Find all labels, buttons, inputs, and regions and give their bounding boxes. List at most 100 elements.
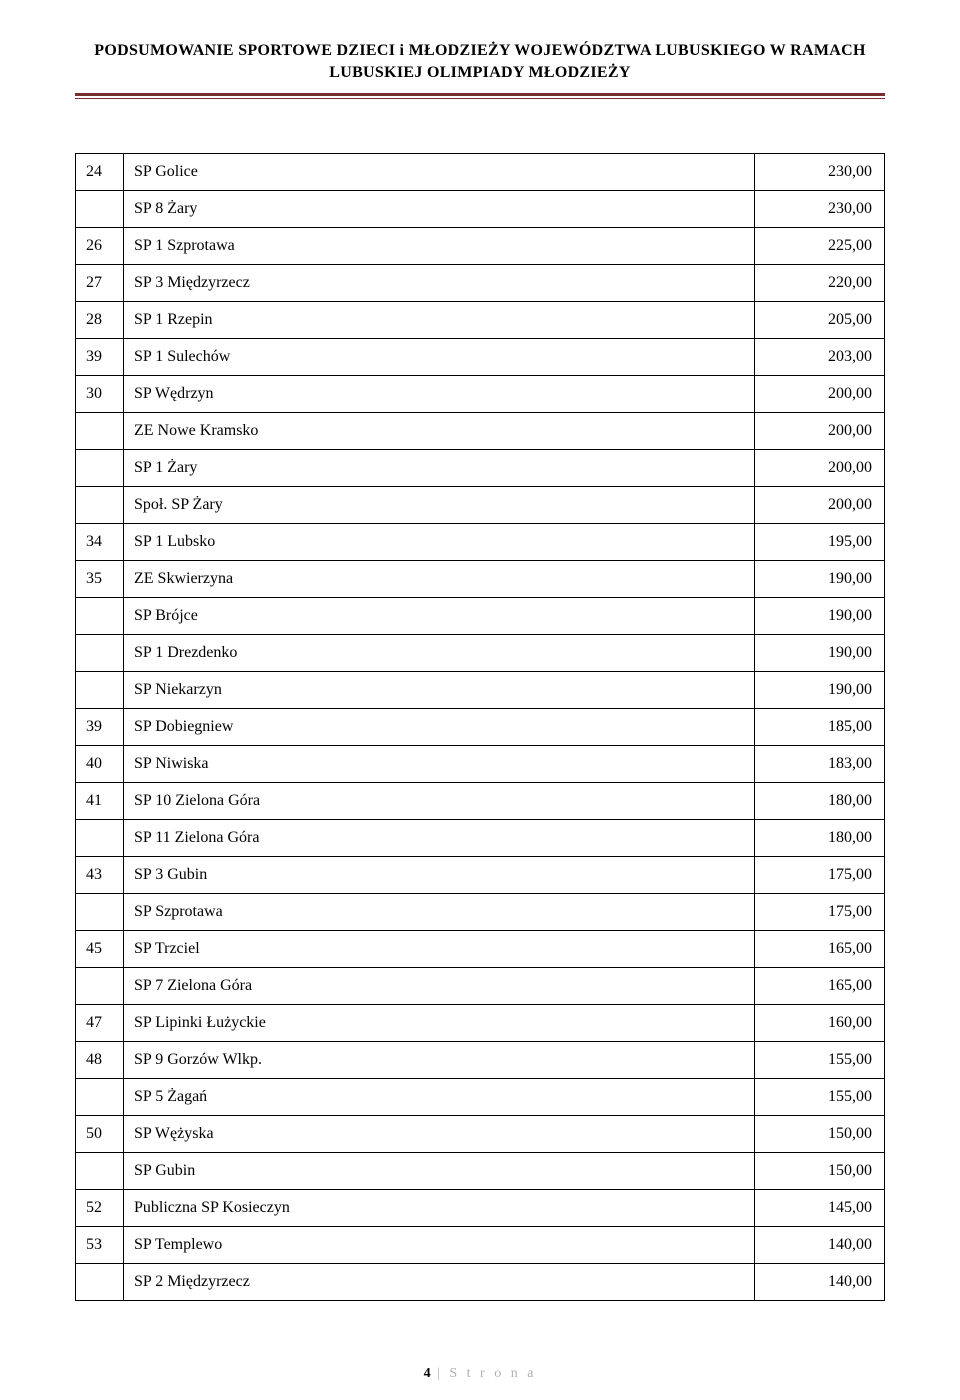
score-cell: 190,00 xyxy=(755,597,885,634)
table-row: SP Brójce190,00 xyxy=(76,597,885,634)
rank-cell: 50 xyxy=(76,1115,124,1152)
rank-cell xyxy=(76,449,124,486)
score-cell: 200,00 xyxy=(755,412,885,449)
rank-cell: 28 xyxy=(76,301,124,338)
name-cell: SP 3 Gubin xyxy=(124,856,755,893)
table-row: 50SP Wężyska150,00 xyxy=(76,1115,885,1152)
rank-cell: 27 xyxy=(76,264,124,301)
name-cell: SP 1 Szprotawa xyxy=(124,227,755,264)
table-row: SP 11 Zielona Góra180,00 xyxy=(76,819,885,856)
score-cell: 190,00 xyxy=(755,671,885,708)
rank-cell: 52 xyxy=(76,1189,124,1226)
name-cell: SP Niekarzyn xyxy=(124,671,755,708)
score-cell: 150,00 xyxy=(755,1115,885,1152)
name-cell: ZE Nowe Kramsko xyxy=(124,412,755,449)
rank-cell: 35 xyxy=(76,560,124,597)
rank-cell: 41 xyxy=(76,782,124,819)
page-separator: | xyxy=(431,1366,450,1381)
score-cell: 180,00 xyxy=(755,782,885,819)
name-cell: SP 1 Rzepin xyxy=(124,301,755,338)
score-cell: 230,00 xyxy=(755,190,885,227)
table-row: 24SP Golice230,00 xyxy=(76,153,885,190)
score-cell: 160,00 xyxy=(755,1004,885,1041)
table-row: SP 8 Żary230,00 xyxy=(76,190,885,227)
name-cell: SP Wędrzyn xyxy=(124,375,755,412)
table-row: 34SP 1 Lubsko195,00 xyxy=(76,523,885,560)
table-row: 39SP Dobiegniew185,00 xyxy=(76,708,885,745)
rank-cell: 47 xyxy=(76,1004,124,1041)
table-row: 35ZE Skwierzyna190,00 xyxy=(76,560,885,597)
score-cell: 200,00 xyxy=(755,486,885,523)
name-cell: Społ. SP Żary xyxy=(124,486,755,523)
rank-cell: 48 xyxy=(76,1041,124,1078)
name-cell: SP Niwiska xyxy=(124,745,755,782)
name-cell: SP Gubin xyxy=(124,1152,755,1189)
table-row: SP Gubin150,00 xyxy=(76,1152,885,1189)
header-line-2: LUBUSKIEJ OLIMPIADY MŁODZIEŻY xyxy=(75,62,885,84)
table-row: 39SP 1 Sulechów203,00 xyxy=(76,338,885,375)
rank-cell: 30 xyxy=(76,375,124,412)
name-cell: SP Dobiegniew xyxy=(124,708,755,745)
name-cell: SP 10 Zielona Góra xyxy=(124,782,755,819)
rank-cell: 43 xyxy=(76,856,124,893)
name-cell: SP 8 Żary xyxy=(124,190,755,227)
score-cell: 145,00 xyxy=(755,1189,885,1226)
rank-cell xyxy=(76,671,124,708)
table-row: SP 1 Żary200,00 xyxy=(76,449,885,486)
name-cell: SP Brójce xyxy=(124,597,755,634)
name-cell: SP 9 Gorzów Wlkp. xyxy=(124,1041,755,1078)
table-row: 41SP 10 Zielona Góra180,00 xyxy=(76,782,885,819)
rank-cell: 24 xyxy=(76,153,124,190)
rank-cell xyxy=(76,1263,124,1300)
score-cell: 200,00 xyxy=(755,449,885,486)
name-cell: Publiczna SP Kosieczyn xyxy=(124,1189,755,1226)
results-table-container: 24SP Golice230,00SP 8 Żary230,0026SP 1 S… xyxy=(75,153,885,1301)
table-row: Społ. SP Żary200,00 xyxy=(76,486,885,523)
table-row: 48SP 9 Gorzów Wlkp.155,00 xyxy=(76,1041,885,1078)
page-number: 4 xyxy=(424,1366,431,1381)
name-cell: SP 1 Drezdenko xyxy=(124,634,755,671)
results-table: 24SP Golice230,00SP 8 Żary230,0026SP 1 S… xyxy=(75,153,885,1301)
table-row: SP 1 Drezdenko190,00 xyxy=(76,634,885,671)
rank-cell xyxy=(76,634,124,671)
name-cell: SP 1 Lubsko xyxy=(124,523,755,560)
score-cell: 140,00 xyxy=(755,1226,885,1263)
table-row: 52Publiczna SP Kosieczyn145,00 xyxy=(76,1189,885,1226)
name-cell: ZE Skwierzyna xyxy=(124,560,755,597)
doc-header: PODSUMOWANIE SPORTOWE DZIECI i MŁODZIEŻY… xyxy=(75,40,885,85)
score-cell: 190,00 xyxy=(755,560,885,597)
table-row: 26SP 1 Szprotawa225,00 xyxy=(76,227,885,264)
name-cell: SP Lipinki Łużyckie xyxy=(124,1004,755,1041)
table-row: 45SP Trzciel165,00 xyxy=(76,930,885,967)
table-row: 27SP 3 Międzyrzecz220,00 xyxy=(76,264,885,301)
rank-cell xyxy=(76,819,124,856)
rank-cell xyxy=(76,1152,124,1189)
rank-cell xyxy=(76,412,124,449)
score-cell: 195,00 xyxy=(755,523,885,560)
score-cell: 175,00 xyxy=(755,856,885,893)
name-cell: SP Trzciel xyxy=(124,930,755,967)
name-cell: SP Szprotawa xyxy=(124,893,755,930)
score-cell: 200,00 xyxy=(755,375,885,412)
score-cell: 220,00 xyxy=(755,264,885,301)
table-row: 28SP 1 Rzepin205,00 xyxy=(76,301,885,338)
rank-cell: 53 xyxy=(76,1226,124,1263)
name-cell: SP 5 Żagań xyxy=(124,1078,755,1115)
name-cell: SP 11 Zielona Góra xyxy=(124,819,755,856)
page-label: S t r o n a xyxy=(449,1366,536,1381)
score-cell: 165,00 xyxy=(755,967,885,1004)
score-cell: 185,00 xyxy=(755,708,885,745)
rank-cell xyxy=(76,893,124,930)
score-cell: 205,00 xyxy=(755,301,885,338)
rank-cell xyxy=(76,597,124,634)
score-cell: 175,00 xyxy=(755,893,885,930)
score-cell: 190,00 xyxy=(755,634,885,671)
rank-cell xyxy=(76,967,124,1004)
table-row: 30SP Wędrzyn200,00 xyxy=(76,375,885,412)
name-cell: SP Templewo xyxy=(124,1226,755,1263)
rank-cell: 26 xyxy=(76,227,124,264)
rank-cell xyxy=(76,190,124,227)
rank-cell: 34 xyxy=(76,523,124,560)
rank-cell xyxy=(76,486,124,523)
table-row: SP Niekarzyn190,00 xyxy=(76,671,885,708)
